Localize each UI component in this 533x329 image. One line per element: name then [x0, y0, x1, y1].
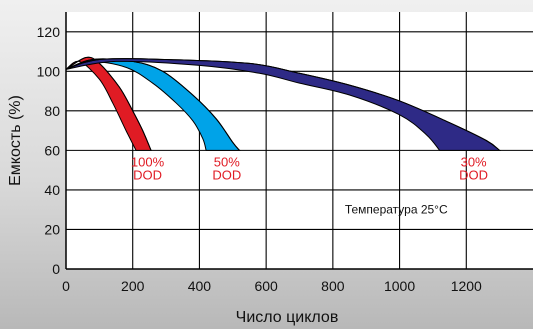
grid	[66, 12, 533, 270]
x-tick-label-2: 400	[188, 278, 212, 294]
band-0-label-line-1: DOD	[133, 167, 162, 182]
y-tick-label-5: 100	[37, 63, 61, 79]
axes	[65, 12, 533, 270]
band-0-label-line-0: 100%	[131, 154, 165, 169]
y-tick-label-1: 20	[44, 221, 60, 237]
band-1-label-line-1: DOD	[212, 167, 241, 182]
band-0-upper-line	[65, 56, 152, 151]
band-2-upper-line	[65, 58, 500, 151]
band-2-label-line-1: DOD	[459, 167, 488, 182]
y-tick-label-4: 80	[44, 103, 60, 119]
y-tick-label-0: 0	[52, 261, 60, 277]
temperature-note: Температура 25°C	[345, 203, 448, 217]
band-1-label-line-0: 50%	[214, 154, 240, 169]
x-tick-label-0: 0	[62, 278, 70, 294]
band-2-label-line-0: 30%	[461, 154, 487, 169]
y-axis-label: Емкость (%)	[7, 95, 24, 186]
y-tick-label-2: 40	[44, 182, 60, 198]
x-tick-label-3: 600	[254, 278, 278, 294]
x-tick-label-5: 1000	[384, 278, 415, 294]
band-1-upper-line	[65, 58, 240, 151]
x-tick-label-1: 200	[121, 278, 145, 294]
y-tick-label-3: 60	[44, 142, 60, 158]
x-axis-label: Число циклов	[236, 309, 339, 326]
x-tick-label-4: 800	[321, 278, 345, 294]
x-tick-label-6: 1200	[451, 278, 482, 294]
bands	[65, 56, 502, 151]
y-tick-label-6: 120	[37, 24, 61, 40]
